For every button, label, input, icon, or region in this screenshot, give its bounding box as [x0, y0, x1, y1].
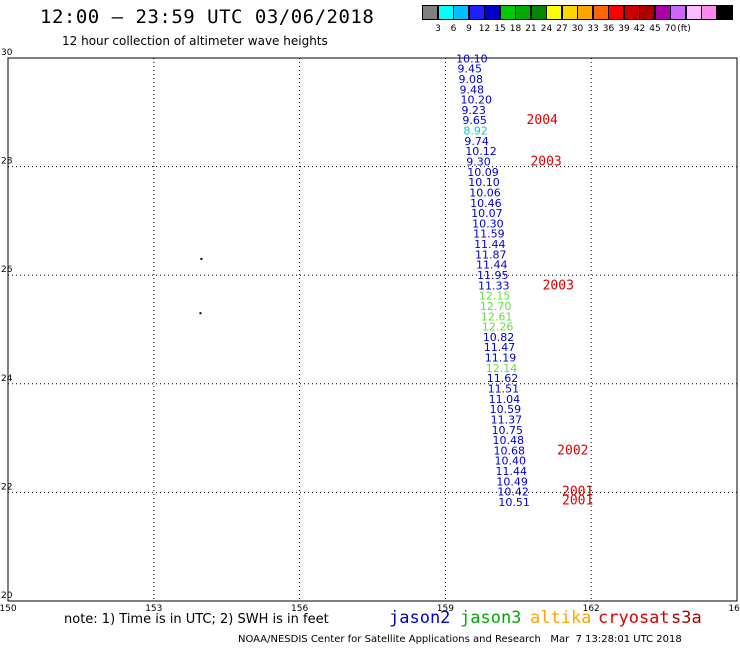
wave-height-label: 11.47 — [484, 341, 516, 354]
lon-tick-label: 153 — [145, 604, 162, 614]
colorbar-swatch — [716, 5, 733, 20]
wave-height-label: 10.40 — [494, 455, 525, 468]
colorbar-label: 70 — [664, 24, 677, 34]
wave-height-label: 10.82 — [483, 331, 515, 344]
wave-height-label: 11.62 — [487, 372, 518, 385]
map-subtitle: 12 hour collection of altimeter wave hei… — [62, 34, 328, 48]
colorbar-label: 3 — [435, 24, 441, 34]
wave-height-label: 10.10 — [468, 176, 500, 189]
wave-height-label: 9.08 — [459, 73, 484, 86]
wave-height-label: 9.48 — [459, 83, 484, 96]
hour-marker: 2001 — [562, 485, 593, 500]
colorbar-label: 45 — [649, 24, 661, 34]
wave-height-label: 10.09 — [467, 166, 499, 179]
hour-marker: 2003 — [543, 278, 574, 293]
colorbar-label: 30 — [571, 24, 584, 34]
wave-height-label: 11.33 — [478, 279, 510, 292]
wave-height-label: 10.51 — [498, 496, 530, 509]
legend-jason3: jason3 — [460, 608, 522, 628]
lat-tick-label: 22 — [1, 482, 12, 492]
wave-height-label: 11.44 — [476, 259, 508, 272]
colorbar-label: 36 — [602, 24, 615, 34]
wave-height-label: 11.19 — [485, 352, 517, 365]
wave-height-label: 11.87 — [475, 248, 507, 261]
colorbar-label: 39 — [618, 24, 630, 34]
wave-height-label: 10.68 — [494, 444, 526, 457]
hour-marker: 2004 — [527, 113, 558, 128]
lat-tick-label: 28 — [1, 157, 13, 167]
map-frame — [7, 57, 738, 602]
wave-height-label: 11.59 — [473, 228, 505, 241]
wave-height-label: 8.92 — [463, 125, 488, 138]
wave-height-label: 9.65 — [462, 114, 487, 127]
legend-jason2: jason2 — [389, 608, 451, 628]
hour-marker: 2003 — [530, 155, 561, 170]
lon-tick-label: 165 — [728, 604, 740, 614]
wave-height-label: 11.51 — [488, 382, 520, 395]
wave-height-label: 10.49 — [496, 475, 528, 488]
lat-tick-label: 24 — [1, 374, 13, 384]
colorbar-label: 9 — [466, 24, 472, 34]
units-note: note: 1) Time is in UTC; 2) SWH is in fe… — [64, 612, 329, 627]
colorbar-label: 18 — [509, 24, 522, 34]
wave-height-label: 10.07 — [471, 207, 503, 220]
wave-height-label: 10.42 — [497, 486, 528, 499]
wave-height-label: 9.45 — [458, 63, 483, 76]
colorbar-label: 6 — [450, 24, 457, 34]
wave-height-label: 10.30 — [472, 217, 504, 230]
colorbar-label: 33 — [587, 24, 599, 34]
colorbar-label: 12 — [478, 24, 491, 34]
wave-height-label: 12.15 — [479, 290, 511, 303]
wave-height-label: 10.20 — [460, 94, 492, 107]
island-dot — [200, 257, 203, 260]
legend-altika: altika — [530, 608, 592, 628]
wave-height-label: 10.46 — [470, 197, 502, 210]
lat-tick-label: 30 — [1, 48, 13, 58]
wave-height-label: 10.59 — [490, 403, 521, 416]
wave-height-label: 9.23 — [461, 104, 486, 117]
lon-tick-label: 150 — [0, 604, 17, 614]
lon-tick-label: 162 — [583, 604, 600, 614]
colorbar-label: 42 — [633, 24, 646, 34]
colorbar-label: 27 — [556, 24, 568, 34]
wave-height-label: 12.61 — [481, 310, 513, 323]
wave-height-label: 11.44 — [495, 465, 527, 478]
lat-tick-label: 26 — [1, 265, 13, 275]
colorbar-unit: (ft) — [677, 24, 691, 34]
colorbar-label: 21 — [525, 24, 537, 34]
hour-marker: 2002 — [557, 443, 588, 458]
legend-s3a: s3a — [671, 608, 702, 628]
wave-height-label: 11.44 — [474, 238, 506, 251]
lon-tick-label: 156 — [291, 604, 308, 614]
colorbar-label: 15 — [494, 24, 506, 34]
lon-tick-label: 159 — [437, 604, 454, 614]
colorbar-label: 24 — [540, 24, 553, 34]
lat-tick-label: 20 — [1, 591, 13, 601]
wave-height-label: 11.37 — [491, 413, 523, 426]
wave-height-label: 10.06 — [469, 186, 501, 199]
wave-height-label: 12.70 — [480, 300, 512, 313]
legend-cryosat: cryosat — [598, 608, 670, 628]
wave-height-label: 10.12 — [465, 145, 497, 158]
hour-marker: 2001 — [562, 493, 593, 508]
wave-height-label: 11.04 — [489, 393, 521, 406]
map-title: 12:00 – 23:59 UTC 03/06/2018 — [40, 6, 375, 28]
wave-height-label: 10.10 — [456, 52, 488, 65]
footer-credit: NOAA/NESDIS Center for Satellite Applica… — [238, 634, 682, 645]
wave-height-label: 11.95 — [477, 269, 509, 282]
wave-height-label: 10.48 — [493, 434, 525, 447]
wave-height-label: 12.14 — [486, 362, 518, 375]
wave-height-label: 9.74 — [464, 135, 489, 148]
wave-height-label: 9.30 — [466, 156, 491, 169]
wave-height-label: 12.26 — [482, 321, 513, 334]
island-dot — [199, 312, 202, 315]
wave-height-label: 10.75 — [492, 424, 524, 437]
